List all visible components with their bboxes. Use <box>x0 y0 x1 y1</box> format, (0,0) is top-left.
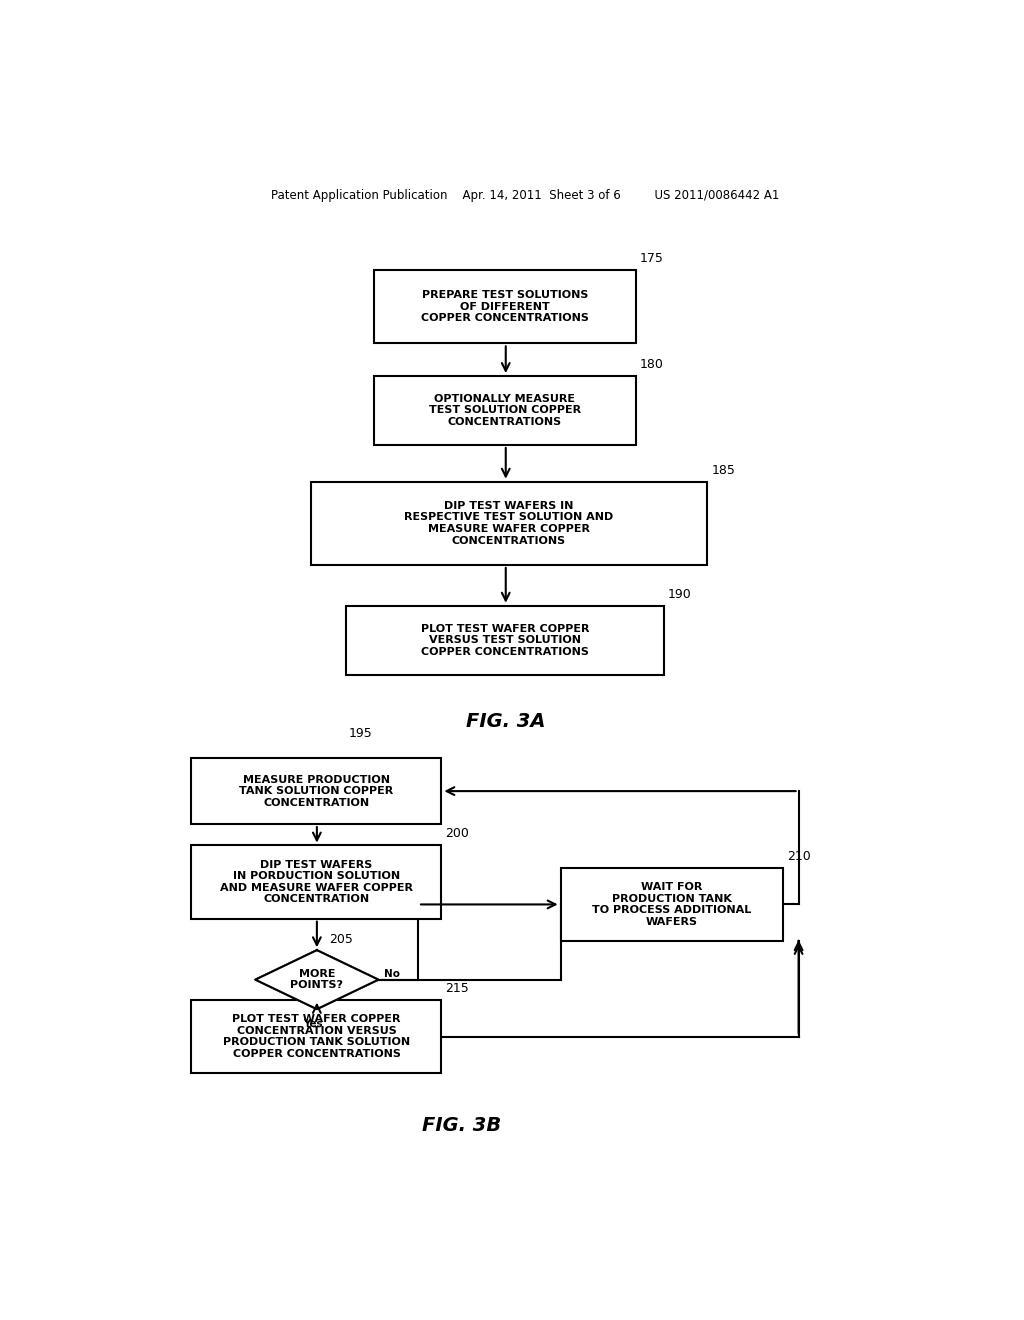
Text: 175: 175 <box>640 252 664 265</box>
Bar <box>560 867 782 941</box>
Text: FIG. 3B: FIG. 3B <box>422 1115 501 1135</box>
Text: MEASURE PRODUCTION
TANK SOLUTION COPPER
CONCENTRATION: MEASURE PRODUCTION TANK SOLUTION COPPER … <box>240 775 393 808</box>
Text: DIP TEST WAFERS IN
RESPECTIVE TEST SOLUTION AND
MEASURE WAFER COPPER
CONCENTRATI: DIP TEST WAFERS IN RESPECTIVE TEST SOLUT… <box>404 500 613 545</box>
Text: PREPARE TEST SOLUTIONS
OF DIFFERENT
COPPER CONCENTRATIONS: PREPARE TEST SOLUTIONS OF DIFFERENT COPP… <box>421 290 589 323</box>
Text: OPTIONALLY MEASURE
TEST SOLUTION COPPER
CONCENTRATIONS: OPTIONALLY MEASURE TEST SOLUTION COPPER … <box>429 393 581 428</box>
Text: 185: 185 <box>712 463 735 477</box>
Text: WAIT FOR
PRODUCTION TANK
TO PROCESS ADDITIONAL
WAFERS: WAIT FOR PRODUCTION TANK TO PROCESS ADDI… <box>592 882 752 927</box>
Text: Yes: Yes <box>303 1019 323 1030</box>
Bar <box>191 758 441 824</box>
Text: No: No <box>384 969 400 978</box>
Text: 180: 180 <box>640 358 664 371</box>
Text: 195: 195 <box>348 727 372 739</box>
Bar <box>374 376 636 445</box>
Bar <box>191 846 441 919</box>
Text: 210: 210 <box>786 850 810 863</box>
Bar <box>374 271 636 343</box>
Text: 190: 190 <box>668 587 691 601</box>
Text: FIG. 3A: FIG. 3A <box>466 713 546 731</box>
Text: 200: 200 <box>445 828 469 841</box>
Bar <box>191 1001 441 1073</box>
Bar <box>310 482 708 565</box>
Text: MORE
POINTS?: MORE POINTS? <box>291 969 343 990</box>
Bar <box>346 606 664 675</box>
Text: Patent Application Publication    Apr. 14, 2011  Sheet 3 of 6         US 2011/00: Patent Application Publication Apr. 14, … <box>270 189 779 202</box>
Text: 205: 205 <box>329 933 352 946</box>
Text: 215: 215 <box>445 982 469 995</box>
Text: PLOT TEST WAFER COPPER
CONCENTRATION VERSUS
PRODUCTION TANK SOLUTION
COPPER CONC: PLOT TEST WAFER COPPER CONCENTRATION VER… <box>223 1014 410 1059</box>
Polygon shape <box>255 950 379 1008</box>
Text: PLOT TEST WAFER COPPER
VERSUS TEST SOLUTION
COPPER CONCENTRATIONS: PLOT TEST WAFER COPPER VERSUS TEST SOLUT… <box>421 623 589 657</box>
Text: DIP TEST WAFERS
IN PORDUCTION SOLUTION
AND MEASURE WAFER COPPER
CONCENTRATION: DIP TEST WAFERS IN PORDUCTION SOLUTION A… <box>220 859 413 904</box>
